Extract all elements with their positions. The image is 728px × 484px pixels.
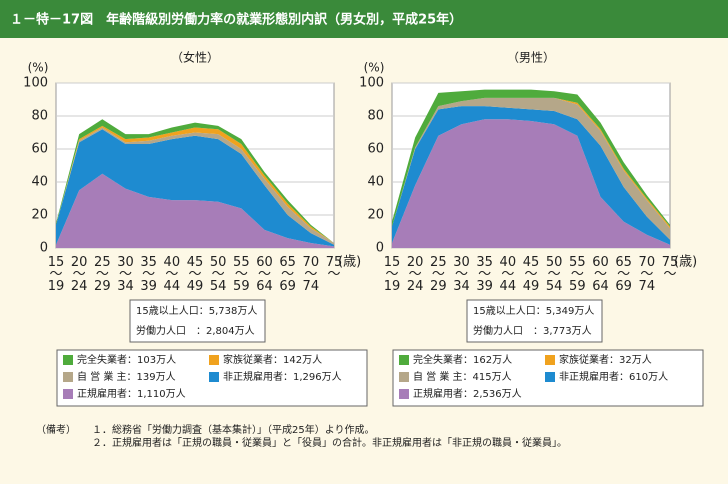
area — [392, 119, 670, 248]
x-tick-label: 60 ～ 64 — [256, 255, 273, 294]
notes-label: （備考） — [36, 423, 76, 436]
panel-title: （男性） — [507, 51, 555, 65]
x-tick-label: 65 ～ 69 — [615, 255, 632, 294]
info-text: 15歳以上人口：5,738万人 — [136, 305, 257, 317]
x-tick-label: 50 ～ 54 — [546, 255, 563, 294]
info-box — [466, 299, 603, 343]
legend-label: 家族従業者：32万人 — [559, 353, 652, 366]
area — [56, 173, 334, 248]
x-tick-label: 25 ～ 29 — [430, 255, 447, 294]
area — [56, 127, 334, 245]
legend-swatch — [399, 372, 409, 382]
legend-swatch — [209, 355, 219, 365]
legend-label: 非正規雇用者：610万人 — [559, 370, 668, 383]
x-tick-label: 50 ～ 54 — [210, 255, 227, 294]
info-text: 労働力人口 ：2,804万人 — [136, 324, 255, 337]
legend-swatch — [63, 372, 73, 382]
x-tick-label: 35 ～ 39 — [140, 255, 157, 294]
legend-label: 正規雇用者：2,536万人 — [413, 387, 522, 400]
area — [392, 97, 670, 229]
legend-label: 完全失業者：162万人 — [413, 353, 512, 366]
legend-swatch — [399, 355, 409, 365]
x-tick-label: 40 ～ 44 — [164, 255, 181, 294]
area — [392, 106, 670, 245]
legend-label: 家族従業者：142万人 — [223, 353, 322, 366]
x-tick-label: 70 ～ 74 — [303, 255, 320, 294]
legend-swatch — [63, 355, 73, 365]
info-box — [129, 299, 266, 343]
info-text: 労働力人口 ：3,773万人 — [473, 324, 592, 337]
title-bar — [0, 0, 728, 38]
y-tick-label: 60 — [31, 142, 48, 157]
x-tick-label: 45 ～ 49 — [523, 255, 540, 294]
y-tick-label: 20 — [31, 208, 48, 223]
note: １．総務省「労働力調査（基本集計）」（平成25年）より作成。 — [92, 423, 375, 436]
y-tick-label: 0 — [40, 241, 48, 256]
y-tick-label: 80 — [31, 109, 48, 124]
y-tick-label: 60 — [367, 142, 384, 157]
y-tick-label: 40 — [31, 175, 48, 190]
x-tick-label: 30 ～ 34 — [117, 255, 134, 294]
x-tick-label: 55 ～ 59 — [233, 255, 250, 294]
legend-label: 自 営 業 主：415万人 — [413, 370, 512, 383]
x-tick-label: 15 ～ 19 — [48, 255, 65, 294]
x-axis-label: (歳) — [674, 255, 697, 270]
legend-swatch — [63, 389, 73, 399]
area — [56, 125, 334, 244]
area — [392, 89, 670, 227]
note: ２．正規雇用者は「正規の職員・従業員」と「役員」の合計。非正規雇用者は「非正規の… — [92, 436, 567, 449]
chart-title: １－特－17図 年齢階級別労働力率の就業形態別内訳（男女別，平成25年） — [10, 12, 462, 28]
legend-swatch — [545, 372, 555, 382]
x-axis-label: (歳) — [338, 255, 361, 270]
x-tick-label: 70 ～ 74 — [639, 255, 656, 294]
y-tick-label: 80 — [367, 109, 384, 124]
panel-title: （女性） — [171, 50, 219, 65]
area — [56, 129, 334, 247]
legend-swatch — [545, 355, 555, 365]
y-tick-label: 100 — [359, 76, 384, 91]
x-tick-label: 45 ～ 49 — [187, 255, 204, 294]
x-tick-label: 20 ～ 24 — [407, 255, 424, 294]
y-tick-label: 100 — [23, 76, 48, 91]
legend-label: 正規雇用者：1,110万人 — [77, 387, 186, 400]
x-tick-label: 65 ～ 69 — [279, 255, 296, 294]
legend-label: 非正規雇用者：1,296万人 — [223, 370, 342, 383]
x-tick-label: 75 ～ — [662, 255, 679, 282]
y-axis-label: (%) — [28, 61, 49, 75]
legend-label: 完全失業者：103万人 — [77, 353, 176, 366]
legend-swatch — [399, 389, 409, 399]
x-tick-label: 60 ～ 64 — [592, 255, 609, 294]
x-tick-label: 15 ～ 19 — [384, 255, 401, 294]
legend-swatch — [209, 372, 219, 382]
x-tick-label: 35 ～ 39 — [476, 255, 493, 294]
x-tick-label: 25 ～ 29 — [94, 255, 111, 294]
x-tick-label: 30 ～ 34 — [453, 255, 470, 294]
x-tick-label: 75 ～ — [326, 255, 343, 282]
info-text: 15歳以上人口：5,349万人 — [473, 305, 594, 317]
legend-label: 自 営 業 主：139万人 — [77, 370, 176, 383]
x-tick-label: 40 ～ 44 — [500, 255, 517, 294]
y-tick-label: 0 — [376, 241, 384, 256]
x-tick-label: 20 ～ 24 — [71, 255, 88, 294]
y-tick-label: 20 — [367, 208, 384, 223]
x-tick-label: 55 ～ 59 — [569, 255, 586, 294]
area — [392, 97, 670, 240]
y-axis-label: (%) — [364, 61, 385, 75]
area — [56, 119, 334, 244]
y-tick-label: 40 — [367, 175, 384, 190]
